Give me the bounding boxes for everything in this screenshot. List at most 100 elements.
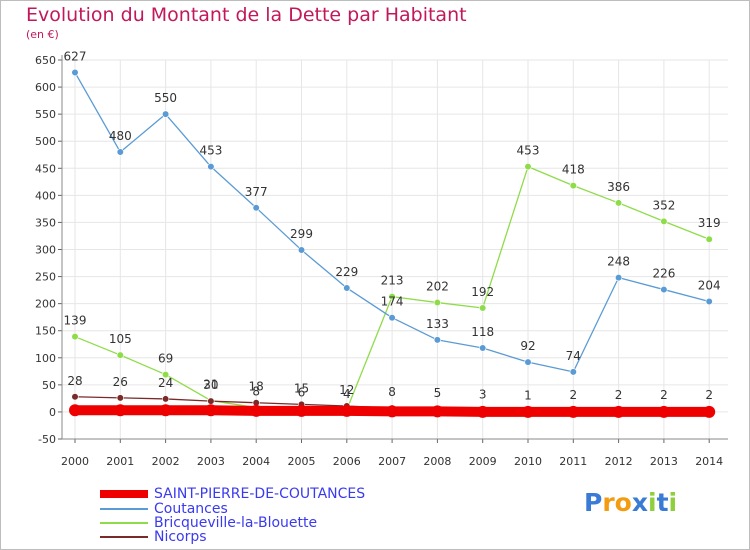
y-tick-label: 250 [35, 271, 56, 284]
data-label: 21 [203, 378, 218, 392]
data-label: 453 [517, 144, 540, 158]
y-tick-label: 0 [49, 406, 56, 419]
x-tick-label: 2011 [559, 455, 587, 468]
x-tick-label: 2012 [605, 455, 633, 468]
data-label: 204 [698, 278, 721, 292]
data-label: 118 [471, 325, 494, 339]
data-point [522, 405, 534, 418]
x-tick-label: 2003 [197, 455, 225, 468]
x-tick-label: 2008 [423, 455, 451, 468]
data-label: 24 [158, 376, 173, 390]
data-point [295, 404, 308, 417]
x-tick-label: 2000 [61, 455, 89, 468]
x-tick-label: 2004 [242, 455, 270, 468]
data-label: 15 [294, 381, 309, 395]
y-tick-label: 150 [35, 325, 56, 338]
legend-item-nicorps: Nicorps [100, 529, 420, 545]
legend-label: Bricqueville-la-Blouette [154, 515, 318, 531]
data-point [114, 404, 127, 417]
data-label: 213 [381, 274, 404, 288]
data-label: 1 [524, 388, 532, 402]
data-label: 133 [426, 317, 449, 331]
data-label: 105 [109, 332, 132, 346]
data-label: 2 [569, 388, 577, 402]
data-label: 386 [607, 180, 630, 194]
data-point [162, 110, 170, 118]
y-tick-label: 200 [35, 298, 56, 311]
y-tick-label: 550 [35, 108, 56, 121]
data-point [159, 404, 172, 417]
data-label: 2 [615, 388, 623, 402]
data-label: 2 [660, 388, 668, 402]
data-point [479, 304, 487, 312]
data-point [433, 336, 442, 344]
data-point [569, 368, 577, 376]
legend-swatch-nicorps [100, 536, 148, 538]
data-point [343, 284, 351, 292]
data-point [569, 182, 577, 190]
data-point [388, 314, 396, 322]
y-tick-label: 100 [35, 352, 56, 365]
data-point [162, 370, 170, 379]
x-tick-label: 2006 [333, 455, 361, 468]
data-label: 8 [252, 385, 260, 399]
data-point [116, 351, 124, 359]
data-point [614, 274, 623, 282]
data-point [250, 404, 263, 417]
data-label: 192 [471, 285, 494, 299]
brand-logo: Proxiti [584, 488, 678, 517]
y-tick-label: 650 [35, 54, 56, 67]
x-tick-label: 2013 [650, 455, 678, 468]
data-point [524, 358, 532, 366]
chart-title: Evolution du Montant de la Dette par Hab… [26, 4, 467, 26]
data-point [431, 405, 444, 418]
legend-label: Coutances [154, 501, 228, 517]
data-point [116, 148, 124, 156]
unit-label: (en €) [26, 28, 59, 41]
data-label: 299 [290, 227, 313, 241]
data-label: 139 [64, 314, 87, 328]
data-label: 453 [199, 144, 222, 158]
data-point [703, 405, 716, 418]
data-point [705, 235, 713, 243]
data-label: 69 [158, 352, 173, 366]
legend-swatch-saint-pierre [100, 490, 148, 498]
data-point [297, 246, 306, 254]
legend-swatch-coutances [100, 508, 148, 510]
data-label: 5 [434, 386, 442, 400]
x-tick-label: 2014 [695, 455, 723, 468]
y-tick-label: -50 [38, 433, 56, 446]
data-label: 229 [335, 265, 358, 279]
data-point [388, 293, 396, 301]
data-label: 2 [705, 388, 713, 402]
data-label: 30 [203, 378, 218, 392]
y-tick-label: 50 [42, 379, 56, 392]
data-label: 174 [381, 295, 404, 309]
data-point [524, 163, 532, 171]
data-label: 418 [562, 163, 585, 177]
data-point [252, 204, 260, 212]
legend-item-saint-pierre: SAINT-PIERRE-DE-COUTANCES [100, 486, 420, 502]
data-point [340, 404, 353, 417]
data-point [116, 394, 124, 402]
data-label: 28 [67, 374, 82, 388]
data-label: 202 [426, 280, 449, 294]
data-point [207, 163, 215, 171]
data-point [660, 285, 668, 294]
data-label: 352 [652, 198, 675, 212]
y-tick-label: 500 [35, 135, 56, 148]
data-label: 18 [249, 380, 264, 394]
data-point [479, 344, 487, 352]
data-label: 3 [479, 387, 487, 401]
data-point [71, 68, 79, 77]
data-point [207, 397, 215, 405]
x-tick-label: 2007 [378, 455, 406, 468]
legend-item-bricqueville: Bricqueville-la-Blouette [100, 515, 420, 531]
data-point [71, 333, 79, 341]
y-tick-label: 350 [35, 216, 56, 229]
data-point [69, 404, 81, 417]
legend-label: Nicorps [154, 529, 207, 545]
data-label: 226 [652, 267, 675, 281]
data-label: 26 [113, 375, 128, 389]
